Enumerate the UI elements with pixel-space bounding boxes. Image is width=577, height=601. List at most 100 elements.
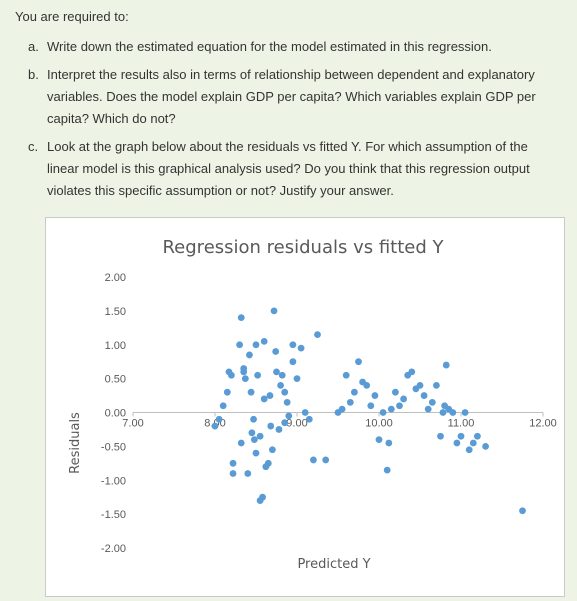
data-point — [223, 388, 231, 396]
data-point — [244, 470, 252, 477]
y-tick-label: -1.00 — [101, 475, 126, 487]
data-point — [396, 402, 403, 410]
data-point — [424, 405, 432, 413]
data-point — [229, 459, 237, 467]
data-point — [266, 392, 274, 399]
data-point — [465, 446, 473, 454]
data-point — [346, 398, 354, 406]
data-point — [275, 426, 283, 433]
data-point — [428, 398, 436, 406]
data-point — [437, 432, 444, 440]
data-point — [392, 388, 399, 396]
data-point — [228, 371, 235, 379]
data-point — [400, 395, 407, 403]
data-point — [267, 422, 275, 430]
data-point — [363, 382, 371, 389]
data-point — [281, 388, 289, 396]
data-point — [219, 402, 227, 410]
data-point — [474, 432, 481, 440]
data-point — [408, 368, 416, 376]
y-tick-label: 0.00 — [105, 408, 126, 420]
data-point — [461, 409, 469, 416]
x-tick-label: 12.00 — [529, 418, 557, 430]
question-item-c: c. Look at the graph below about the res… — [18, 136, 558, 202]
data-point — [247, 388, 255, 396]
data-point — [246, 351, 253, 359]
data-point — [453, 439, 461, 447]
data-point — [383, 466, 391, 474]
x-tick-label: 10.00 — [365, 418, 393, 430]
data-point — [252, 449, 260, 457]
y-tick-label: -2.00 — [101, 543, 126, 555]
question-list: a. Write down the estimated equation for… — [18, 36, 558, 208]
data-point — [250, 415, 257, 423]
data-point — [215, 415, 223, 423]
data-point — [240, 365, 248, 372]
data-point — [211, 422, 219, 430]
y-tick-label: 1.00 — [105, 340, 126, 352]
y-tick-label: 1.50 — [105, 306, 126, 318]
question-marker: c. — [28, 139, 39, 154]
data-point — [355, 358, 362, 366]
data-point — [248, 429, 256, 437]
data-point — [260, 337, 268, 345]
data-point — [289, 341, 297, 349]
data-point — [289, 358, 297, 366]
y-tick-label: 2.00 — [105, 272, 126, 284]
data-point — [371, 392, 379, 399]
data-point — [283, 398, 291, 406]
data-point — [519, 507, 526, 515]
data-point — [241, 375, 249, 383]
data-point — [322, 456, 330, 464]
data-point — [375, 436, 383, 443]
data-point — [457, 432, 465, 440]
x-tick-label: 7.00 — [122, 418, 143, 430]
data-point — [387, 405, 395, 413]
data-point — [285, 412, 293, 420]
question-marker: a. — [28, 39, 39, 54]
data-point — [469, 439, 477, 447]
data-point — [237, 439, 245, 447]
data-point — [236, 341, 244, 349]
data-point — [314, 331, 321, 338]
x-tick-label: 11.00 — [448, 418, 475, 430]
data-point — [272, 348, 280, 355]
data-point — [229, 470, 237, 477]
data-point — [385, 439, 393, 447]
question-text: Look at the graph below about the residu… — [47, 139, 530, 198]
data-point — [269, 446, 276, 454]
data-point — [338, 405, 346, 413]
data-point — [416, 382, 424, 389]
data-point — [449, 409, 457, 416]
data-point — [433, 382, 440, 389]
x-axis-title: Predicted Y — [297, 557, 370, 572]
data-point — [297, 344, 305, 352]
x-tick-label: 9.00 — [286, 418, 307, 430]
data-points — [211, 307, 526, 515]
data-point — [237, 314, 245, 322]
data-point — [252, 341, 260, 349]
data-point — [442, 361, 450, 369]
data-point — [420, 392, 428, 399]
question-text: Write down the estimated equation for th… — [47, 39, 492, 54]
data-point — [367, 402, 375, 410]
data-point — [270, 307, 278, 315]
question-text: Interpret the results also in terms of r… — [47, 67, 536, 126]
data-point — [254, 371, 262, 379]
y-tick-label: -1.50 — [101, 509, 126, 521]
scatter-plot-svg: Regression residuals vs fitted Y 2.00 1.5… — [68, 237, 557, 572]
data-point — [342, 371, 350, 379]
data-point — [310, 456, 317, 464]
data-point — [281, 419, 289, 427]
instructions-intro: You are required to: — [15, 9, 129, 24]
question-item-a: a. Write down the estimated equation for… — [18, 36, 558, 58]
question-marker: b. — [28, 67, 39, 82]
question-item-b: b. Interpret the results also in terms o… — [18, 64, 558, 130]
y-tick-label: -0.50 — [101, 441, 126, 453]
data-point — [260, 395, 268, 403]
data-point — [301, 409, 309, 416]
y-tick-label: 0.50 — [105, 374, 126, 386]
data-point — [439, 409, 447, 416]
data-point — [273, 368, 280, 376]
